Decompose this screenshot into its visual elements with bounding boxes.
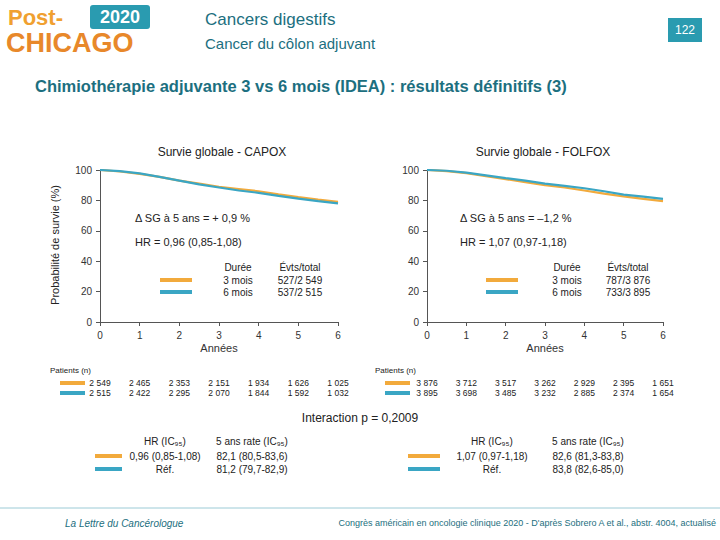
svg-text:1 032: 1 032 [327,388,349,398]
svg-text:6 mois: 6 mois [223,287,252,298]
svg-text:Probabilité de survie (%): Probabilité de survie (%) [49,185,61,305]
svg-text:3 895: 3 895 [416,388,438,398]
svg-text:0: 0 [424,330,430,341]
svg-text:537/2 515: 537/2 515 [278,287,323,298]
svg-text:2 465: 2 465 [129,378,151,388]
svg-text:3 mois: 3 mois [223,275,252,286]
svg-text:100: 100 [75,165,92,176]
svg-text:2: 2 [177,330,183,341]
svg-text:2 422: 2 422 [129,388,151,398]
svg-text:6: 6 [335,330,341,341]
svg-text:HR (IC₉₅): HR (IC₉₅) [471,436,513,447]
svg-text:1 626: 1 626 [288,378,310,388]
svg-text:Δ SG à 5 ans = + 0,9 %: Δ SG à 5 ans = + 0,9 % [135,212,250,224]
svg-text:80: 80 [408,195,420,206]
svg-text:5: 5 [296,330,302,341]
svg-text:3 712: 3 712 [456,378,478,388]
svg-text:3 262: 3 262 [534,378,556,388]
svg-text:80: 80 [81,195,93,206]
svg-text:122: 122 [675,23,695,37]
svg-text:Évts/total: Évts/total [279,261,320,273]
svg-text:1,07 (0,97-1,18): 1,07 (0,97-1,18) [456,451,527,462]
svg-text:2 929: 2 929 [574,378,596,388]
svg-text:1 592: 1 592 [288,388,310,398]
svg-text:0: 0 [86,317,92,328]
svg-text:Patients (n): Patients (n) [375,366,416,375]
svg-text:20: 20 [408,286,420,297]
svg-text:1 651: 1 651 [652,378,674,388]
svg-text:5: 5 [621,330,627,341]
svg-text:Réf.: Réf. [156,464,174,475]
svg-text:3 485: 3 485 [495,388,517,398]
svg-text:2: 2 [503,330,509,341]
svg-text:Interaction p = 0,2009: Interaction p = 0,2009 [302,411,419,425]
svg-text:Cancers digestifs: Cancers digestifs [205,10,335,29]
svg-text:Évts/total: Évts/total [607,261,648,273]
svg-text:2 395: 2 395 [613,378,635,388]
svg-text:6: 6 [660,330,666,341]
svg-text:Durée: Durée [553,262,581,273]
svg-text:527/2 549: 527/2 549 [278,275,323,286]
svg-text:Congrès américain en oncologie: Congrès américain en oncologie clinique … [339,518,716,528]
svg-text:3: 3 [542,330,548,341]
svg-text:40: 40 [408,256,420,267]
svg-text:5 ans rate (IC₉₅): 5 ans rate (IC₉₅) [552,436,624,447]
svg-text:1: 1 [464,330,470,341]
svg-text:6 mois: 6 mois [552,287,581,298]
svg-text:82,6 (81,3-83,8): 82,6 (81,3-83,8) [552,451,623,462]
svg-text:60: 60 [81,225,93,236]
svg-text:4: 4 [582,330,588,341]
svg-text:Cancer du côlon adjuvant: Cancer du côlon adjuvant [205,35,376,52]
svg-text:1 844: 1 844 [248,388,270,398]
svg-text:1 654: 1 654 [652,388,674,398]
svg-text:2 549: 2 549 [89,378,111,388]
svg-text:HR = 1,07 (0,97-1,18): HR = 1,07 (0,97-1,18) [460,236,567,248]
svg-text:0: 0 [413,317,419,328]
svg-text:0: 0 [97,330,103,341]
svg-text:5 ans rate (IC₉₅): 5 ans rate (IC₉₅) [216,436,288,447]
svg-text:Années: Années [200,342,238,354]
svg-text:Survie globale - CAPOX: Survie globale - CAPOX [158,145,287,159]
svg-text:3 517: 3 517 [495,378,517,388]
svg-text:1 934: 1 934 [248,378,270,388]
svg-text:Patients (n): Patients (n) [50,366,91,375]
svg-text:3: 3 [216,330,222,341]
svg-text:100: 100 [402,165,419,176]
svg-text:733/3 895: 733/3 895 [606,287,651,298]
svg-text:CHICAGO: CHICAGO [6,28,134,58]
svg-text:2 295: 2 295 [169,388,191,398]
svg-text:3 mois: 3 mois [552,275,581,286]
svg-text:787/3 876: 787/3 876 [606,275,651,286]
svg-text:HR (IC₉₅): HR (IC₉₅) [144,436,186,447]
svg-text:HR = 0,96 (0,85-1,08): HR = 0,96 (0,85-1,08) [135,236,242,248]
svg-text:60: 60 [408,225,420,236]
svg-text:1 025: 1 025 [327,378,349,388]
svg-text:Réf.: Réf. [483,464,501,475]
svg-text:3 698: 3 698 [456,388,478,398]
svg-text:82,1 (80,5-83,6): 82,1 (80,5-83,6) [216,451,287,462]
svg-text:4: 4 [256,330,262,341]
svg-text:Chimiothérapie adjuvante 3 vs: Chimiothérapie adjuvante 3 vs 6 mois (ID… [35,77,567,95]
svg-text:Années: Années [526,342,564,354]
svg-text:2020: 2020 [100,7,140,27]
svg-text:20: 20 [81,286,93,297]
svg-text:3 876: 3 876 [416,378,438,388]
svg-text:Δ SG à 5 ans = –1,2 %: Δ SG à 5 ans = –1,2 % [460,212,572,224]
svg-text:81,2 (79,7-82,9): 81,2 (79,7-82,9) [216,464,287,475]
svg-text:Post-: Post- [8,5,63,30]
svg-text:3 232: 3 232 [534,388,556,398]
svg-text:Survie globale - FOLFOX: Survie globale - FOLFOX [476,145,611,159]
svg-text:2 515: 2 515 [89,388,111,398]
svg-text:Durée: Durée [224,262,252,273]
svg-text:2 374: 2 374 [613,388,635,398]
svg-text:1: 1 [137,330,143,341]
svg-text:La Lettre du Cancérologue: La Lettre du Cancérologue [65,518,184,529]
svg-text:83,8 (82,6-85,0): 83,8 (82,6-85,0) [552,464,623,475]
svg-text:40: 40 [81,256,93,267]
svg-text:0,96 (0,85-1,08): 0,96 (0,85-1,08) [129,451,200,462]
svg-text:2 885: 2 885 [574,388,596,398]
svg-text:2 353: 2 353 [169,378,191,388]
svg-text:2 070: 2 070 [208,388,230,398]
svg-text:2 151: 2 151 [208,378,230,388]
